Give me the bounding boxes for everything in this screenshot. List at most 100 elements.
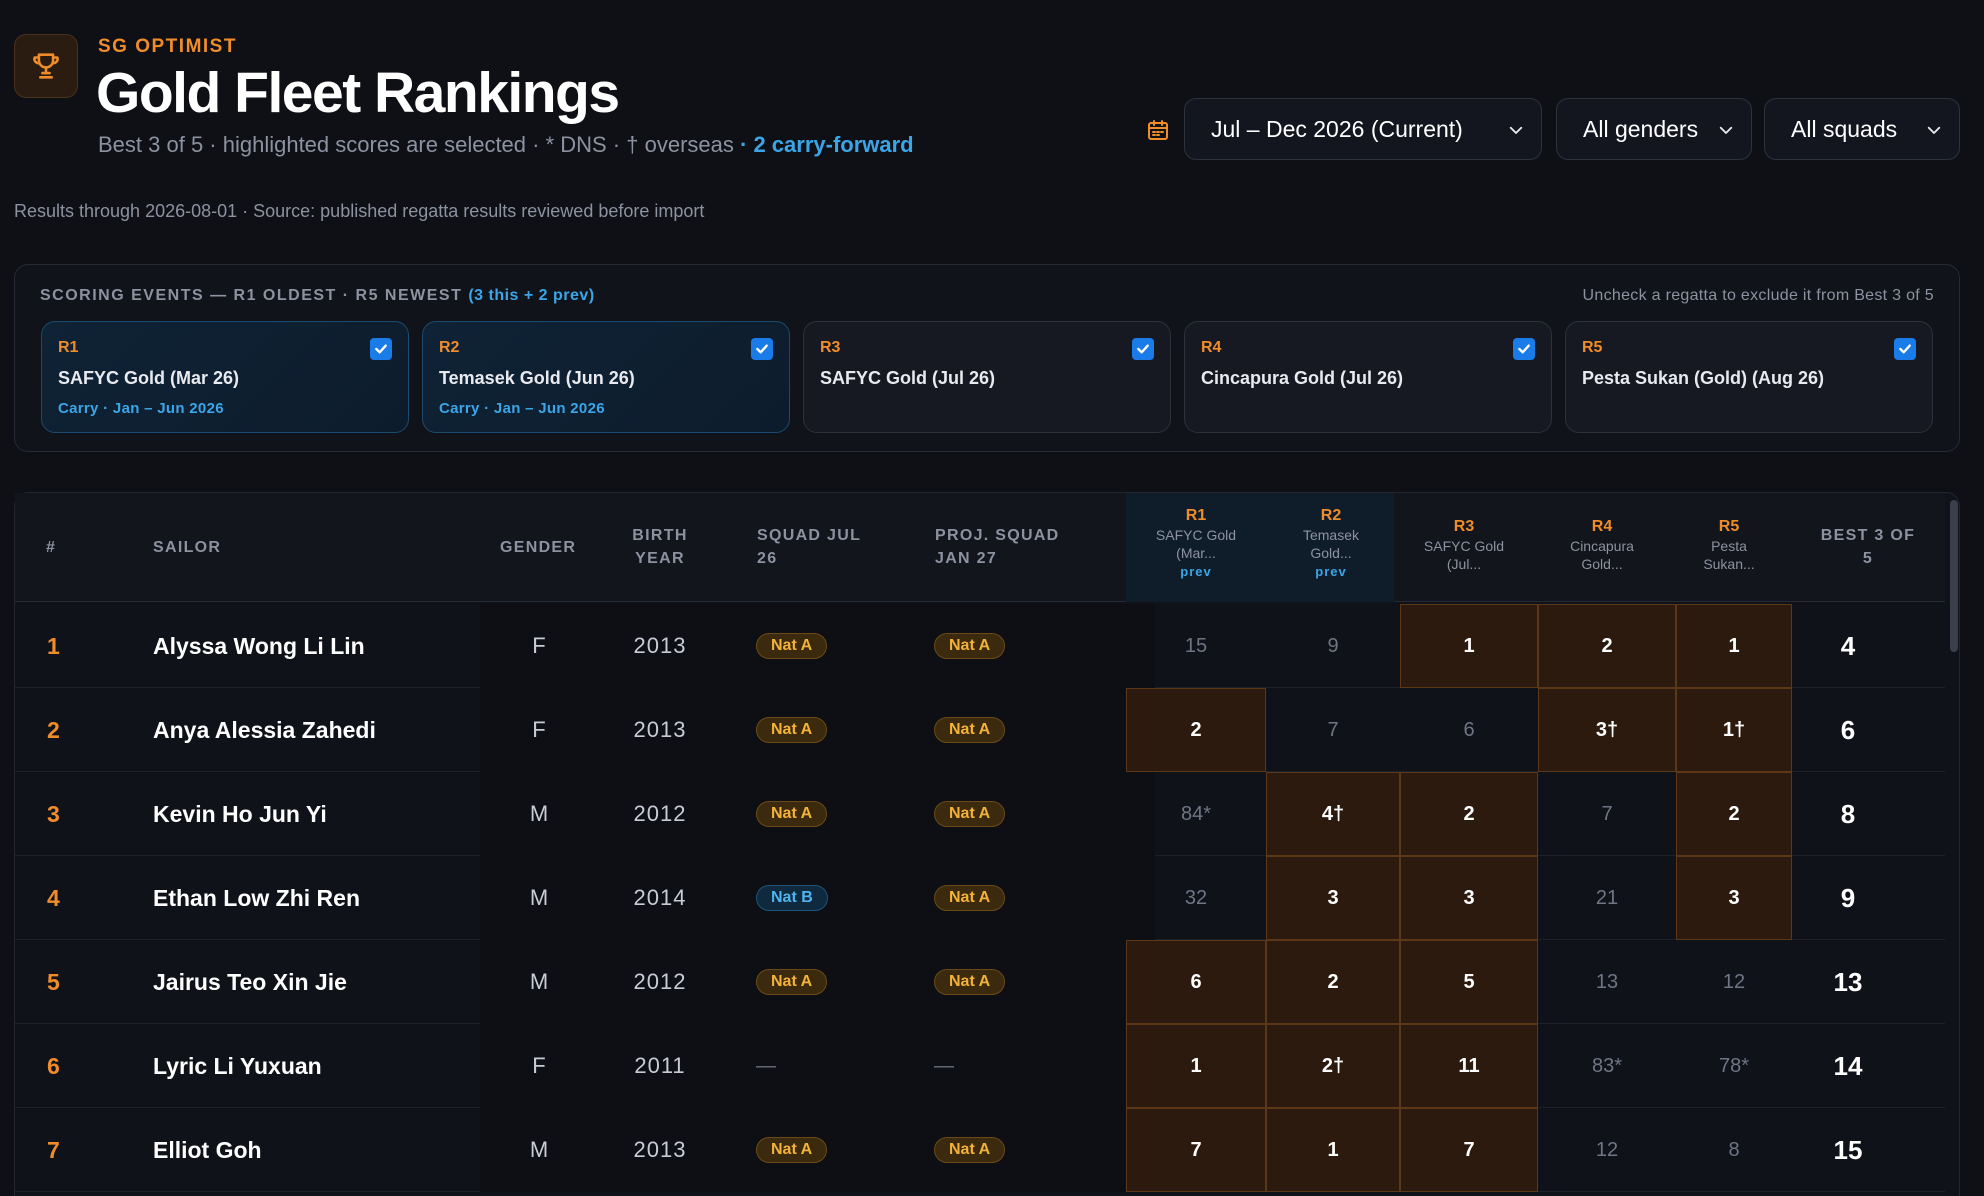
table-row[interactable]: 6 Lyric Li Yuxuan F 2011 — — 1 2† 11 83* 78* 14 [15,1024,1945,1108]
sailor-name[interactable]: Jairus Teo Xin Jie [153,968,347,995]
header-best-line1: BEST 3 OF [1820,527,1916,544]
race-label-1: SAFYC Gold [1423,538,1505,554]
events-heading: SCORING EVENTS — R1 OLDEST · R5 NEWEST (… [40,287,595,305]
sailor-name[interactable]: Anya Alessia Zahedi [153,716,376,743]
page-subtitle: Best 3 of 5 · highlighted scores are sel… [98,132,914,158]
squad-cell: — [756,1024,776,1108]
event-card-r5[interactable]: R5 Pesta Sukan (Gold) (Aug 26) [1565,321,1933,433]
race-label-2: Gold... [1310,545,1352,561]
rank-cell: 4 [47,884,60,911]
event-checkbox[interactable] [370,338,392,360]
carry-forward-link[interactable]: · 2 carry-forward [740,132,914,157]
birth-year-cell: 2013 [633,633,687,658]
gender-cell: F [532,1053,546,1078]
score-cell-r3: 3 [1400,856,1538,940]
squad-cell: Nat A [756,940,828,1024]
page-title: Gold Fleet Rankings [96,61,620,125]
row-bg [480,1024,1155,1108]
event-carry: Carry · Jan – Jun 2026 [58,400,224,417]
table-row[interactable]: 4 Ethan Low Zhi Ren M 2014 Nat B Nat A 32 3 3 21 3… [15,856,1945,940]
header-gender[interactable]: GENDER [500,539,577,556]
score-cell-r2: 9 [1327,634,1339,657]
sailor-name[interactable]: Lyric Li Yuxuan [153,1052,322,1079]
race-number: R2 [1320,507,1342,524]
best-score-cell: 4 [1840,630,1856,661]
checkmark-icon [1518,344,1530,354]
gender-value: All genders [1583,115,1699,142]
period-select[interactable]: Jul – Dec 2026 (Current) [1184,98,1542,160]
score-cell-r5: 1 [1676,604,1792,688]
race-label-1: Cincapura [1570,538,1634,554]
event-number: R5 [1582,339,1603,356]
table-row[interactable]: 7 Elliot Goh M 2013 Nat A Nat A 7 1 7 12 8 15 [15,1108,1945,1192]
chevron-down-icon [1509,126,1523,134]
score-cell-r5: 2 [1676,772,1792,856]
squad-cell: Nat A [756,604,828,688]
rank-cell: 7 [47,1136,60,1163]
header-squad-line1: SQUAD JUL [757,527,862,544]
squad-value: All squads [1791,115,1898,142]
table-row[interactable]: 5 Jairus Teo Xin Jie M 2012 Nat A Nat A 6 2 5 13 1… [15,940,1945,1024]
score-cell-r3: 2 [1400,772,1538,856]
score-cell-r1: 84* [1180,802,1212,825]
event-card-r1[interactable]: R1 SAFYC Gold (Mar 26) Carry · Jan – Jun… [41,321,409,433]
header-birth-year[interactable]: BIRTH YEAR [610,524,710,570]
event-checkbox[interactable] [1894,338,1916,360]
event-card-r3[interactable]: R3 SAFYC Gold (Jul 26) [803,321,1171,433]
birth-year-cell: 2011 [634,1053,686,1078]
header-best[interactable]: BEST 3 OF 5 [1810,524,1926,570]
score-cell-r1: 2 [1126,688,1266,772]
event-checkbox[interactable] [751,338,773,360]
checkmark-icon [1137,344,1149,354]
header-race-r5[interactable]: R5 Pesta Sukan... [1664,517,1794,573]
table-row[interactable]: 1 Alyssa Wong Li Lin F 2013 Nat A Nat A 15 9 1 2 1… [15,604,1945,688]
score-cell-r2: 3 [1266,856,1400,940]
gender-cell: F [532,717,546,742]
race-label-2: Sukan... [1703,556,1755,572]
score-cell-r1: 1 [1126,1024,1266,1108]
squad-select[interactable]: All squads [1764,98,1960,160]
header-race-r3[interactable]: R3 SAFYC Gold (Jul... [1399,517,1529,573]
event-checkbox[interactable] [1513,338,1535,360]
header-race-r4[interactable]: R4 Cincapura Gold... [1537,517,1667,573]
score-cell-r5: 1† [1676,688,1792,772]
score-cell-r4: 83* [1591,1054,1623,1077]
score-cell-r3: 11 [1400,1024,1538,1108]
score-cell-r5: 3 [1676,856,1792,940]
proj-squad-badge: Nat A [934,633,1006,659]
sailor-name[interactable]: Ethan Low Zhi Ren [153,884,360,911]
event-checkbox[interactable] [1132,338,1154,360]
proj-squad-cell: Nat A [934,856,1006,940]
score-cell-r4: 21 [1595,886,1619,909]
trophy-icon [33,53,59,79]
header-race-r2[interactable]: R2 Temasek Gold... prev [1266,506,1396,582]
gender-select[interactable]: All genders [1556,98,1752,160]
sailor-name[interactable]: Kevin Ho Jun Yi [153,800,327,827]
prev-columns-header [1126,493,1394,602]
squad-cell: Nat A [756,1108,828,1192]
table-row[interactable]: 2 Anya Alessia Zahedi F 2013 Nat A Nat A 2 7 6 3†… [15,688,1945,772]
squad-cell: Nat B [756,856,828,940]
header-squad[interactable]: SQUAD JUL 26 [757,524,861,570]
race-prev-tag: prev [1180,564,1212,579]
squad-badge: Nat B [756,885,828,911]
checkmark-icon [756,344,768,354]
table-scrollbar[interactable] [1950,500,1958,652]
race-label-2: (Mar... [1176,545,1216,561]
score-cell-r5: 12 [1722,970,1746,993]
score-cell-r2: 1 [1266,1108,1400,1192]
score-cell-r4: 3† [1538,688,1676,772]
gender-cell: M [529,885,549,910]
race-number: R3 [1453,518,1475,535]
sailor-name[interactable]: Elliot Goh [153,1136,262,1163]
score-cell-r2: 7 [1327,718,1339,741]
table-row[interactable]: 3 Kevin Ho Jun Yi M 2012 Nat A Nat A 84* 4† 2 7 2 8 [15,772,1945,856]
race-label-1: Temasek [1302,527,1360,543]
sailor-name[interactable]: Alyssa Wong Li Lin [153,632,365,659]
event-card-r2[interactable]: R2 Temasek Gold (Jun 26) Carry · Jan – J… [422,321,790,433]
event-card-r4[interactable]: R4 Cincapura Gold (Jul 26) [1184,321,1552,433]
header-sailor[interactable]: SAILOR [153,539,222,556]
header-proj-squad[interactable]: PROJ. SQUAD JAN 27 [935,524,1060,570]
best-score-cell: 9 [1840,882,1856,913]
header-race-r1[interactable]: R1 SAFYC Gold (Mar... prev [1131,506,1261,582]
